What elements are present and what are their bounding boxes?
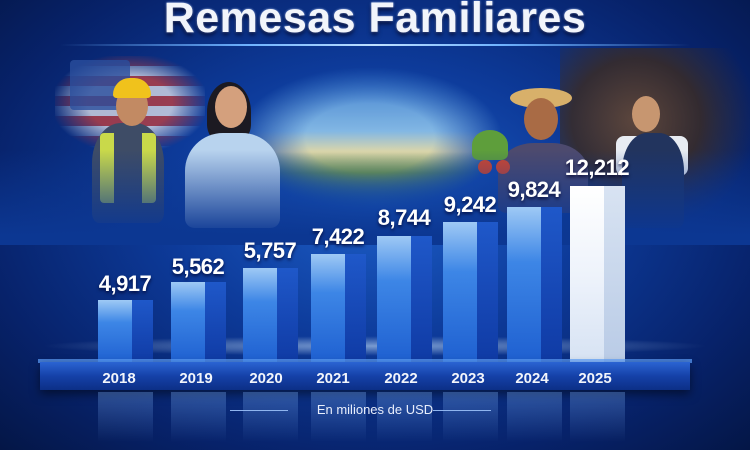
bar-value-2021: 7,422: [311, 224, 365, 249]
nurse-head: [215, 86, 247, 128]
bar-value-2022: 8,744: [377, 205, 431, 230]
reflection: [311, 392, 366, 442]
bar-value-2023: 9,242: [443, 192, 497, 217]
x-label-2019: 2019: [179, 370, 213, 387]
bar-value-2025: 12,212: [564, 155, 630, 180]
reflection: [171, 392, 226, 442]
scene-fade: [0, 150, 750, 245]
x-label-2022: 2022: [384, 370, 418, 387]
reflection: [98, 392, 153, 442]
bar-2023: [443, 222, 498, 364]
bar-2024: [507, 207, 562, 364]
bar-2025-highlighted: [570, 186, 625, 364]
x-label-2020: 2020: [249, 370, 283, 387]
unit-line-right: [433, 410, 491, 411]
x-label-2018: 2018: [102, 370, 136, 387]
x-label-2025: 2025: [578, 370, 612, 387]
title-underline: [60, 44, 690, 46]
reflection: [443, 392, 498, 442]
farmer-head: [524, 98, 558, 140]
bar-2020: [243, 268, 298, 364]
bar-value-2019: 5,562: [171, 254, 225, 279]
reflection: [570, 392, 625, 442]
bar-2022: [377, 236, 432, 364]
bar-value-2018: 4,917: [98, 271, 152, 296]
bar-2019: [171, 282, 226, 364]
x-label-2023: 2023: [451, 370, 485, 387]
page-title: Remesas Familiares: [163, 0, 587, 42]
hard-hat-icon: [113, 78, 151, 98]
bar-value-2024: 9,824: [507, 177, 561, 202]
bar-value-2020: 5,757: [243, 238, 297, 263]
unit-line-left: [230, 410, 288, 411]
unit-label: En miliones de USD: [316, 402, 434, 417]
reflection: [243, 392, 298, 442]
bar-2018: [98, 300, 153, 364]
reflection: [507, 392, 562, 442]
waiter-head: [632, 96, 660, 132]
bar-2021: [311, 254, 366, 364]
reflection: [377, 392, 432, 442]
x-label-2021: 2021: [316, 370, 350, 387]
chart-base-platform: [40, 362, 690, 390]
platform-edge: [38, 359, 692, 363]
x-label-2024: 2024: [515, 370, 549, 387]
